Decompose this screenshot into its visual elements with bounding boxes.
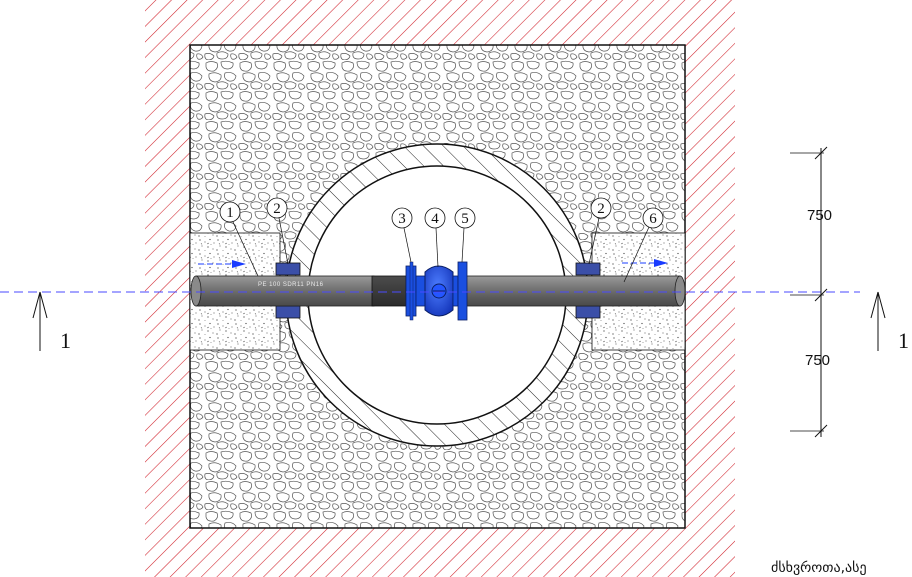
pipe-left [195,275,375,307]
callout-3: 3 [391,207,413,263]
svg-text:5: 5 [461,211,469,227]
callout-4: 4 [424,207,446,268]
pipe-right-end [674,275,686,307]
section-label-right: 1 [898,328,909,353]
pipe-left-end [190,275,202,307]
svg-text:2: 2 [597,201,605,217]
gate-valve [405,261,468,321]
svg-text:4: 4 [431,211,439,227]
callout-2-left: 2 [266,197,289,265]
svg-text:6: 6 [649,211,657,227]
svg-text:1: 1 [226,205,234,221]
flow-arrow-right [622,259,668,267]
callout-1: 1 [219,201,259,277]
svg-text:2: 2 [273,201,281,217]
dimension-chain [790,146,828,438]
pipe-marking: PE 100 SDR11 PN16 [258,282,324,288]
pipe-adapter [371,275,407,307]
section-marker-left [32,291,48,351]
callout-5: 5 [454,207,476,263]
pipe-right [465,275,681,307]
drawing-caption: ძსხვროთა,ასე [771,559,867,576]
section-label-left: 1 [60,328,71,353]
dimension-lower: 750 [805,352,830,369]
seal-right [575,262,601,319]
flow-arrow-left [198,260,246,268]
callout-6: 6 [623,207,664,283]
section-marker-right [870,291,886,351]
dimension-upper: 750 [807,207,832,224]
svg-text:3: 3 [398,211,406,227]
callout-2-right: 2 [588,197,612,265]
